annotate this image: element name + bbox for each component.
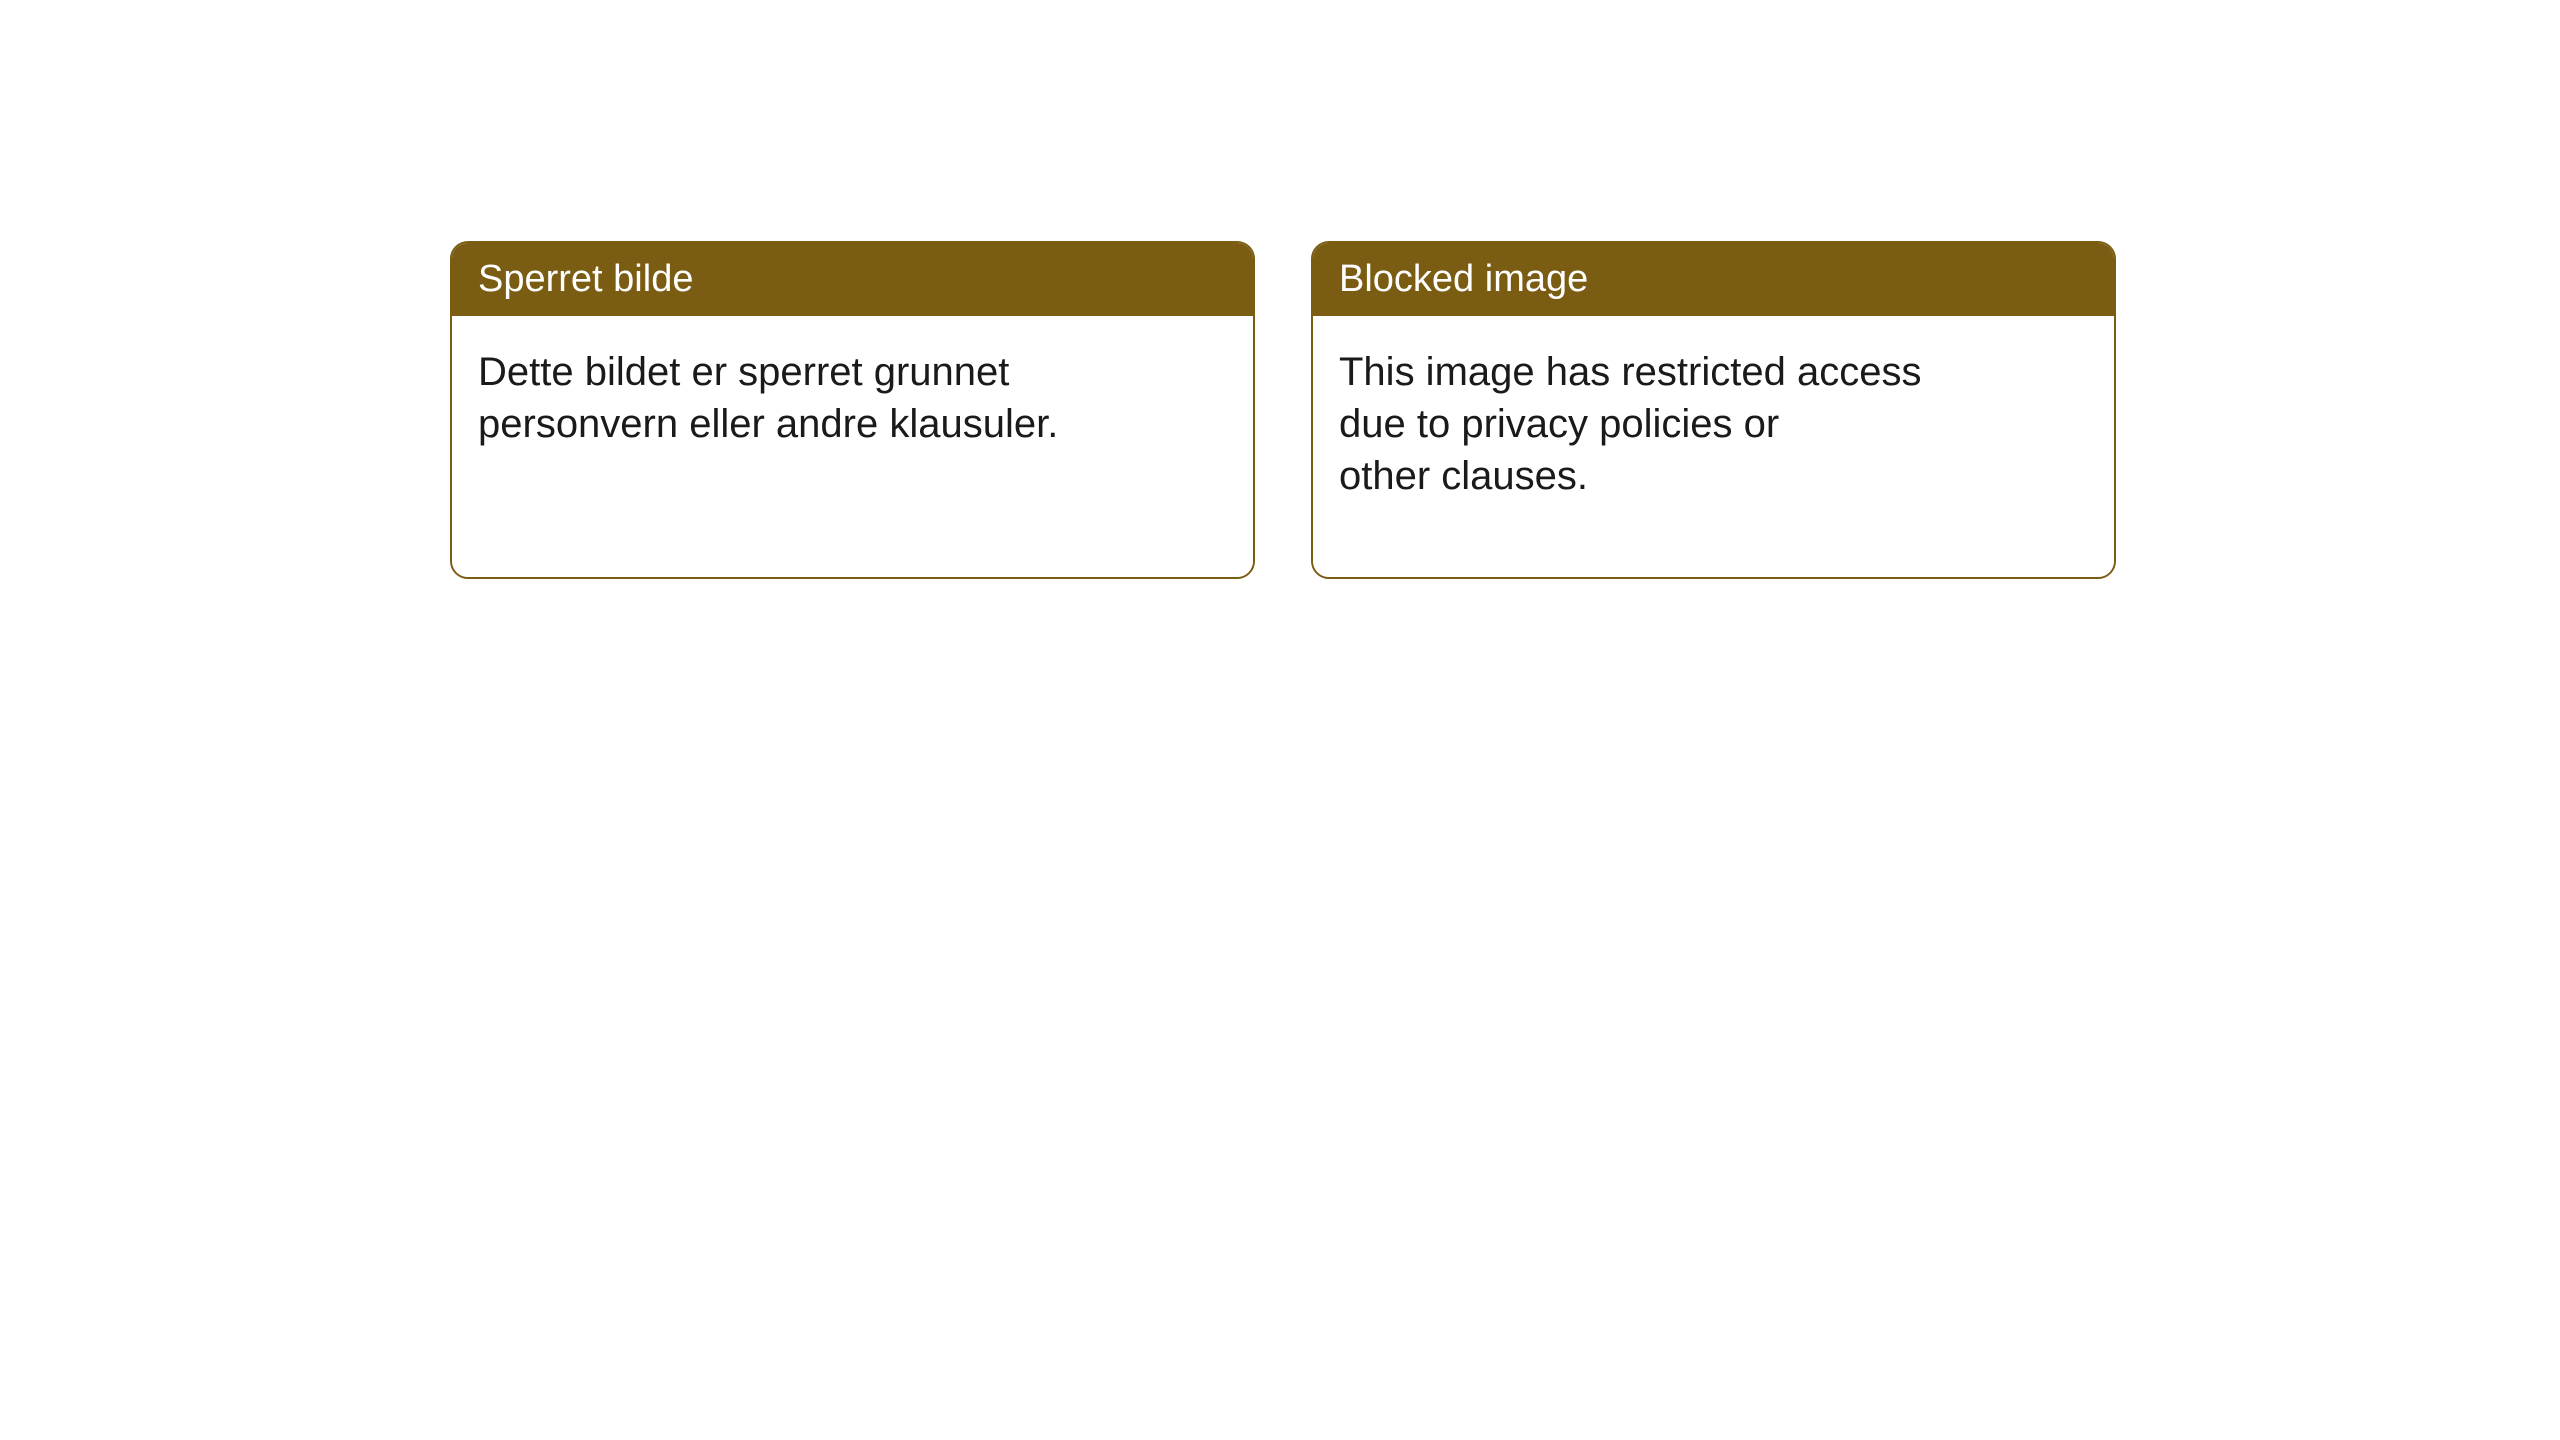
notice-body-no: Dette bildet er sperret grunnet personve… — [452, 316, 1253, 577]
blocked-image-notices: Sperret bilde Dette bildet er sperret gr… — [450, 241, 2116, 579]
notice-title-en: Blocked image — [1313, 243, 2114, 316]
notice-card-en: Blocked image This image has restricted … — [1311, 241, 2116, 579]
notice-title-no: Sperret bilde — [452, 243, 1253, 316]
notice-body-en: This image has restricted access due to … — [1313, 316, 2114, 577]
notice-text-en: This image has restricted access due to … — [1339, 346, 2088, 502]
notice-text-no: Dette bildet er sperret grunnet personve… — [478, 346, 1227, 450]
notice-card-no: Sperret bilde Dette bildet er sperret gr… — [450, 241, 1255, 579]
